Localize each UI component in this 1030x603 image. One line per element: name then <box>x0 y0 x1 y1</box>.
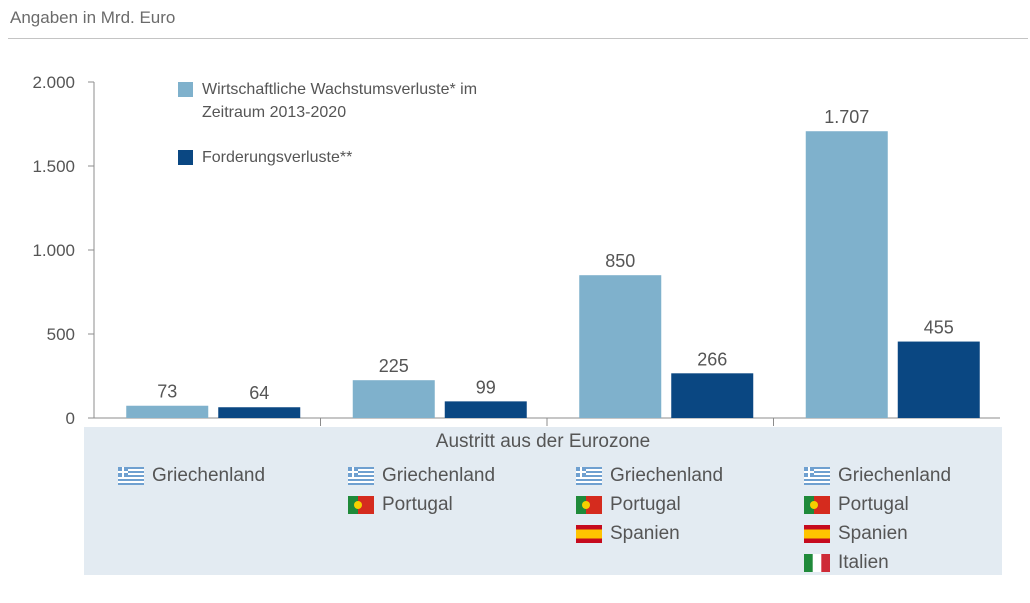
greece-flag-icon <box>348 466 374 485</box>
unit-label: Angaben in Mrd. Euro <box>10 8 176 27</box>
category-group-1: Griechenland <box>118 461 265 490</box>
category-country: Griechenland <box>348 461 495 490</box>
category-country: Italien <box>804 548 951 577</box>
country-label: Spanien <box>838 522 908 544</box>
country-label: Spanien <box>610 522 680 544</box>
portugal-flag-icon <box>348 495 374 514</box>
country-label: Griechenland <box>382 464 496 486</box>
legend-swatch-dark <box>178 150 193 165</box>
country-label: Portugal <box>382 493 453 515</box>
portugal-flag-icon <box>804 495 830 514</box>
category-country: Portugal <box>804 490 951 519</box>
category-country: Spanien <box>804 519 951 548</box>
bar-claims-losses <box>671 373 754 418</box>
country-label: Griechenland <box>610 464 724 486</box>
bar-value-label: 99 <box>476 377 496 397</box>
country-label: Portugal <box>838 493 909 515</box>
category-country: Griechenland <box>804 461 951 490</box>
spain-flag-icon <box>576 524 602 543</box>
bar-claims-losses <box>444 401 527 418</box>
legend-label-growth-losses: Wirtschaftliche Wachstumsverluste* im Ze… <box>202 81 478 121</box>
bar-value-label: 266 <box>697 349 727 369</box>
y-tick-label: 1.500 <box>32 157 75 176</box>
category-country: Portugal <box>576 490 723 519</box>
top-divider <box>8 38 1028 39</box>
bar-value-label: 850 <box>605 251 635 271</box>
bar-growth-losses <box>805 131 888 418</box>
legend-label-claims-losses: Forderungsverluste** <box>202 149 353 166</box>
bar-claims-losses <box>897 341 980 418</box>
spain-flag-icon <box>804 524 830 543</box>
y-tick-label: 1.000 <box>32 241 75 260</box>
country-label: Portugal <box>610 493 681 515</box>
category-panel: Austritt aus der Eurozone Griechenland Gr… <box>84 427 1002 575</box>
bar-value-label: 1.707 <box>824 107 869 127</box>
portugal-flag-icon <box>576 495 602 514</box>
category-panel-title: Austritt aus der Eurozone <box>435 431 651 452</box>
y-tick-label: 500 <box>47 325 75 344</box>
y-tick-label: 0 <box>66 409 75 428</box>
category-country: Portugal <box>348 490 495 519</box>
legend-item-claims-losses: Forderungsverluste** <box>178 146 352 169</box>
bar-claims-losses <box>218 407 301 418</box>
bar-value-label: 64 <box>249 383 269 403</box>
bar-growth-losses <box>579 275 662 418</box>
greece-flag-icon <box>118 466 144 485</box>
bar-growth-losses <box>126 405 209 418</box>
italy-flag-icon <box>804 553 830 572</box>
bar-growth-losses <box>352 380 435 418</box>
category-group-4: Griechenland Portugal Spanien Italien <box>804 461 951 577</box>
country-label: Griechenland <box>838 464 952 486</box>
bar-value-label: 455 <box>924 318 954 338</box>
category-group-3: Griechenland Portugal Spanien <box>576 461 723 548</box>
category-country: Griechenland <box>118 461 265 490</box>
country-label: Griechenland <box>152 464 266 486</box>
bar-value-label: 225 <box>379 356 409 376</box>
greece-flag-icon <box>576 466 602 485</box>
country-label: Italien <box>838 551 889 573</box>
bar-value-label: 73 <box>157 382 177 402</box>
legend-swatch-light <box>178 82 193 97</box>
category-group-2: Griechenland Portugal <box>348 461 495 519</box>
category-country: Spanien <box>576 519 723 548</box>
greece-flag-icon <box>804 466 830 485</box>
category-country: Griechenland <box>576 461 723 490</box>
y-tick-label: 2.000 <box>32 73 75 92</box>
legend-item-growth-losses: Wirtschaftliche Wachstumsverluste* im Ze… <box>178 78 477 124</box>
